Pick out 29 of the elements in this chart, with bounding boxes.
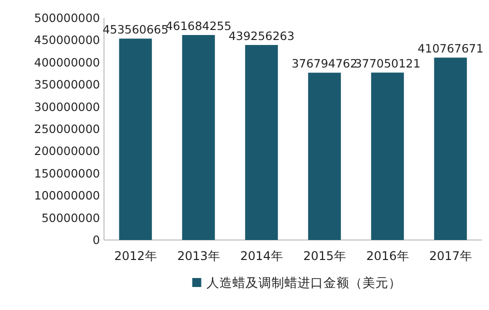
data-label: 410767671 <box>418 42 484 56</box>
y-tick-label: 50000000 <box>41 210 100 225</box>
legend-label: 人造蜡及调制蜡进口金额（美元） <box>206 275 402 290</box>
y-tick-label: 100000000 <box>34 188 100 203</box>
x-tick-label: 2014年 <box>240 249 283 263</box>
bar <box>119 38 152 240</box>
y-tick-label: 450000000 <box>34 33 100 48</box>
data-label: 376794762 <box>292 56 358 71</box>
x-tick-label: 2013年 <box>177 249 220 263</box>
y-tick-label: 250000000 <box>34 122 100 136</box>
data-label: 453560665 <box>102 22 168 37</box>
bar <box>308 72 341 240</box>
y-tick-label: 200000000 <box>34 144 100 158</box>
bar <box>182 35 215 240</box>
x-tick-label: 2016年 <box>366 249 409 263</box>
bar <box>371 72 404 240</box>
bar <box>245 44 278 240</box>
y-tick-label: 300000000 <box>34 100 100 114</box>
y-tick-label: 400000000 <box>34 55 100 70</box>
y-tick-label: 150000000 <box>34 166 100 180</box>
data-label: 377050121 <box>354 56 420 71</box>
y-tick-label: 350000000 <box>34 78 100 92</box>
x-tick-label: 2017年 <box>429 249 472 263</box>
bar <box>434 58 467 240</box>
y-tick-label: 500000000 <box>34 11 100 25</box>
x-tick-label: 2015年 <box>303 249 346 263</box>
data-label: 439256263 <box>228 28 294 43</box>
y-tick-label: 0 <box>92 233 100 247</box>
x-tick-label: 2012年 <box>114 249 157 263</box>
